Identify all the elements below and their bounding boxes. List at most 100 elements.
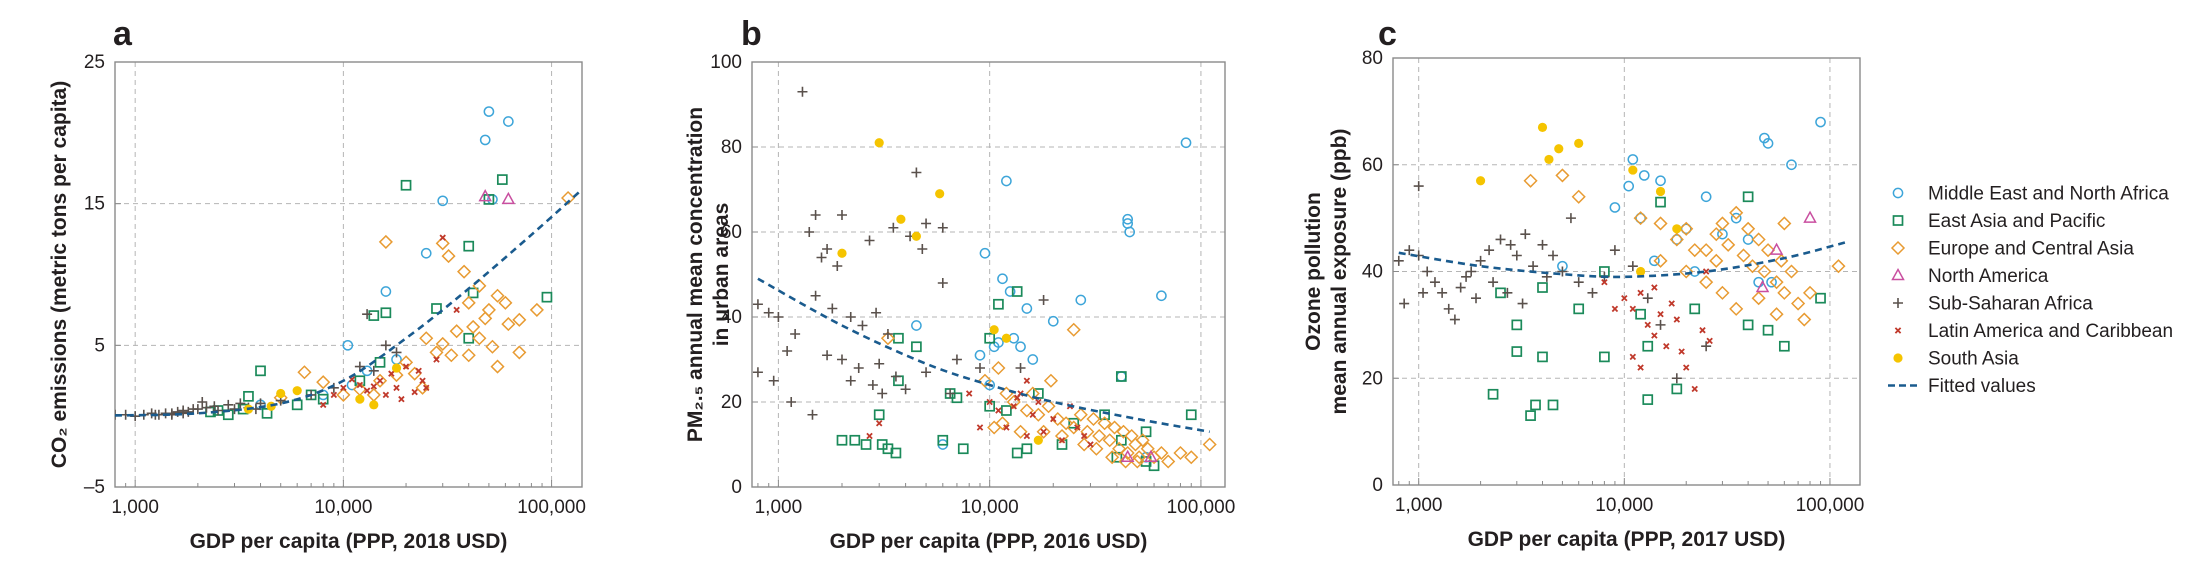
data-point xyxy=(382,391,390,399)
data-point xyxy=(1672,224,1682,234)
data-point xyxy=(1027,354,1039,365)
data-point xyxy=(342,339,354,351)
data-point xyxy=(1629,305,1637,313)
data-point xyxy=(1122,213,1134,225)
data-point xyxy=(965,390,973,397)
data-point xyxy=(541,291,553,303)
data-point xyxy=(822,244,833,254)
series-east-asia-and-pacific xyxy=(1487,191,1826,421)
data-point xyxy=(782,346,793,356)
data-point xyxy=(402,363,410,370)
data-point xyxy=(1059,416,1074,431)
legend-item-middle-east-and-north-africa: Middle East and North Africa xyxy=(1892,184,2169,205)
series-sub-saharan-africa xyxy=(1393,181,1712,384)
data-point xyxy=(1742,191,1754,203)
data-point xyxy=(1495,234,1506,245)
series-north-america xyxy=(1755,210,1817,293)
data-point xyxy=(1757,264,1772,279)
data-point xyxy=(1537,239,1548,250)
data-point xyxy=(398,395,405,403)
series-latin-america-and-caribbean xyxy=(866,377,1094,448)
data-point xyxy=(1651,332,1658,339)
y-tick-label: 40 xyxy=(721,307,742,328)
data-point xyxy=(1040,428,1047,435)
data-point xyxy=(1777,285,1792,300)
x-tick-label: 10,000 xyxy=(314,497,372,518)
data-point xyxy=(1484,245,1495,256)
data-point xyxy=(1132,450,1147,465)
data-point xyxy=(433,356,440,363)
data-point xyxy=(1751,232,1766,247)
data-point xyxy=(1144,449,1158,462)
data-point xyxy=(1023,432,1031,440)
data-point xyxy=(261,407,273,419)
data-point xyxy=(1644,321,1651,329)
data-point xyxy=(911,167,922,178)
data-point xyxy=(479,134,491,146)
data-point xyxy=(1700,191,1712,203)
data-point xyxy=(1066,322,1081,337)
panel-b-plot-area: 1,000 10,000 100,000 0 20 40 60 80 100 GDP per ca… xyxy=(684,52,1235,553)
fitted-curve xyxy=(115,188,582,417)
data-point xyxy=(874,358,885,369)
data-point xyxy=(1035,398,1042,406)
data-point xyxy=(529,302,544,317)
data-point xyxy=(1001,333,1011,343)
data-point xyxy=(435,236,450,251)
data-point xyxy=(411,388,418,396)
data-point xyxy=(501,317,516,332)
data-point xyxy=(1102,433,1117,448)
data-point xyxy=(1635,212,1646,224)
data-point xyxy=(420,247,432,259)
legend-label: Latin America and Caribbean xyxy=(1928,321,2173,342)
data-point xyxy=(490,288,505,303)
data-point xyxy=(1655,186,1666,197)
data-point xyxy=(1642,394,1654,405)
series-sub-saharan-africa xyxy=(115,309,402,422)
data-point xyxy=(223,399,234,410)
legend-marker-icon xyxy=(1891,267,1905,281)
data-point xyxy=(1736,248,1751,263)
data-point xyxy=(853,363,864,373)
data-point xyxy=(1087,441,1094,448)
data-point xyxy=(937,278,948,288)
data-point xyxy=(378,234,393,249)
data-point xyxy=(1074,424,1081,431)
data-point xyxy=(867,380,878,390)
legend-label: Fitted values xyxy=(1928,376,2036,397)
data-point xyxy=(1687,243,1702,258)
data-point xyxy=(1089,441,1104,456)
data-point xyxy=(457,264,472,279)
data-point xyxy=(415,380,430,395)
data-point xyxy=(1422,266,1433,277)
data-point xyxy=(483,106,495,117)
data-point xyxy=(1180,137,1192,149)
plot-frame xyxy=(751,61,1226,488)
data-point xyxy=(1115,371,1127,382)
data-point xyxy=(873,409,885,421)
data-point xyxy=(890,447,902,459)
series-middle-east-and-north-africa xyxy=(911,137,1192,463)
data-point xyxy=(837,248,847,258)
data-point xyxy=(1815,292,1826,304)
data-point xyxy=(1502,287,1513,298)
data-point xyxy=(512,345,527,360)
series-south-asia xyxy=(837,138,1043,445)
data-point xyxy=(1741,221,1756,236)
data-point xyxy=(874,138,884,148)
data-point xyxy=(827,303,838,314)
data-point xyxy=(810,290,821,301)
y-tick-label: 0 xyxy=(1372,475,1383,496)
data-point xyxy=(398,355,414,370)
data-point xyxy=(1623,180,1635,192)
data-point xyxy=(845,312,856,322)
data-point xyxy=(1715,285,1730,300)
legend-label: South Asia xyxy=(1928,349,2019,370)
x-tick-label: 100,000 xyxy=(517,497,586,518)
data-point xyxy=(415,367,422,375)
data-point xyxy=(1015,363,1026,373)
data-point xyxy=(1629,353,1637,361)
data-point xyxy=(362,309,373,320)
data-point xyxy=(1461,271,1472,282)
legend-label: East Asia and Pacific xyxy=(1928,211,2105,232)
